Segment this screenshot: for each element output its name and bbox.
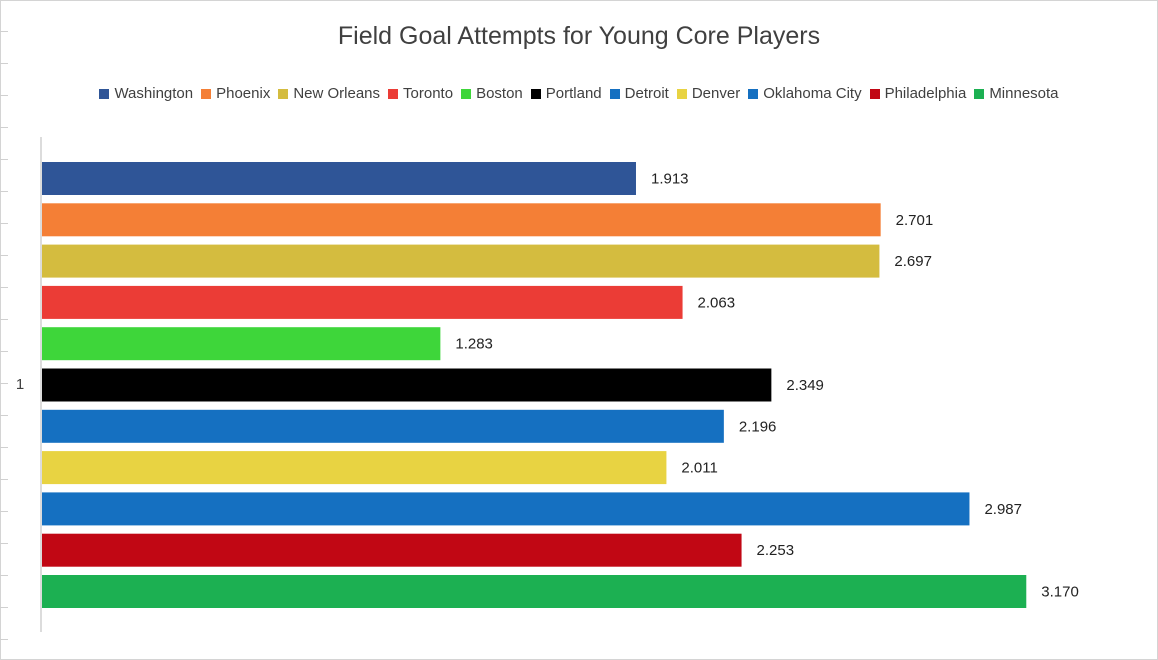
bar-minnesota xyxy=(42,575,1027,608)
bar-phoenix xyxy=(42,203,881,237)
legend-swatch xyxy=(388,88,399,99)
legend-label: Washington xyxy=(114,85,194,102)
legend-swatch xyxy=(748,88,759,99)
bar-denver xyxy=(42,451,667,485)
legend-swatch xyxy=(278,88,289,99)
legend-item: Detroit xyxy=(609,85,669,102)
legend-swatch xyxy=(530,88,541,99)
bar-boston xyxy=(42,327,441,361)
data-label: 2.987 xyxy=(984,501,1022,518)
legend-item: Denver xyxy=(676,85,741,102)
data-label: 1.283 xyxy=(455,336,493,353)
legend-swatch xyxy=(974,88,985,99)
legend-label: Oklahoma City xyxy=(763,85,862,102)
legend-label: Philadelphia xyxy=(884,85,967,102)
legend-item: Philadelphia xyxy=(869,85,967,102)
legend-swatch xyxy=(201,88,212,99)
data-label: 2.011 xyxy=(681,460,717,477)
data-label: 2.063 xyxy=(698,294,736,311)
legend-item: Boston xyxy=(461,85,523,102)
legend-swatch xyxy=(869,88,880,99)
chart-title: Field Goal Attempts for Young Core Playe… xyxy=(337,22,821,50)
legend-item: Portland xyxy=(530,85,602,102)
legend-label: Boston xyxy=(476,85,523,102)
sheet-row-ticks xyxy=(0,0,8,660)
legend-swatch xyxy=(676,88,687,99)
legend-label: Detroit xyxy=(624,85,669,102)
legend-label: Toronto xyxy=(403,85,454,102)
data-label: 2.697 xyxy=(894,253,932,270)
legend-item: Phoenix xyxy=(201,85,270,102)
bar-toronto xyxy=(42,285,683,319)
data-label: 3.170 xyxy=(1041,584,1079,601)
data-label: 1.913 xyxy=(651,171,689,188)
legend-item: Toronto xyxy=(388,85,453,102)
chart-legend: Washington Phoenix New Orleans Toronto Bosto… xyxy=(0,85,1158,102)
data-label: 2.196 xyxy=(739,418,777,435)
data-label: 2.253 xyxy=(757,542,795,559)
category-tick-label: 1 xyxy=(16,376,24,393)
bar-oklahoma-city xyxy=(42,492,970,526)
legend-label: Minnesota xyxy=(989,85,1059,102)
data-label: 2.701 xyxy=(896,212,934,229)
bar-detroit xyxy=(42,409,724,443)
legend-swatch xyxy=(99,88,110,99)
bar-philadelphia xyxy=(42,533,742,567)
legend-item: Minnesota xyxy=(974,85,1059,102)
bar-washington xyxy=(42,162,636,195)
legend-item: Oklahoma City xyxy=(748,85,862,102)
legend-item: New Orleans xyxy=(278,85,380,102)
bar-portland xyxy=(42,368,772,402)
legend-label: Phoenix xyxy=(216,85,271,102)
data-label: 2.349 xyxy=(786,377,824,394)
legend-item: Washington xyxy=(99,85,193,102)
legend-label: Portland xyxy=(545,85,602,102)
bar-new-orleans xyxy=(42,244,880,278)
legend-swatch xyxy=(461,88,472,99)
legend-swatch xyxy=(609,88,620,99)
legend-label: Denver xyxy=(691,85,741,102)
legend-label: New Orleans xyxy=(293,85,381,102)
